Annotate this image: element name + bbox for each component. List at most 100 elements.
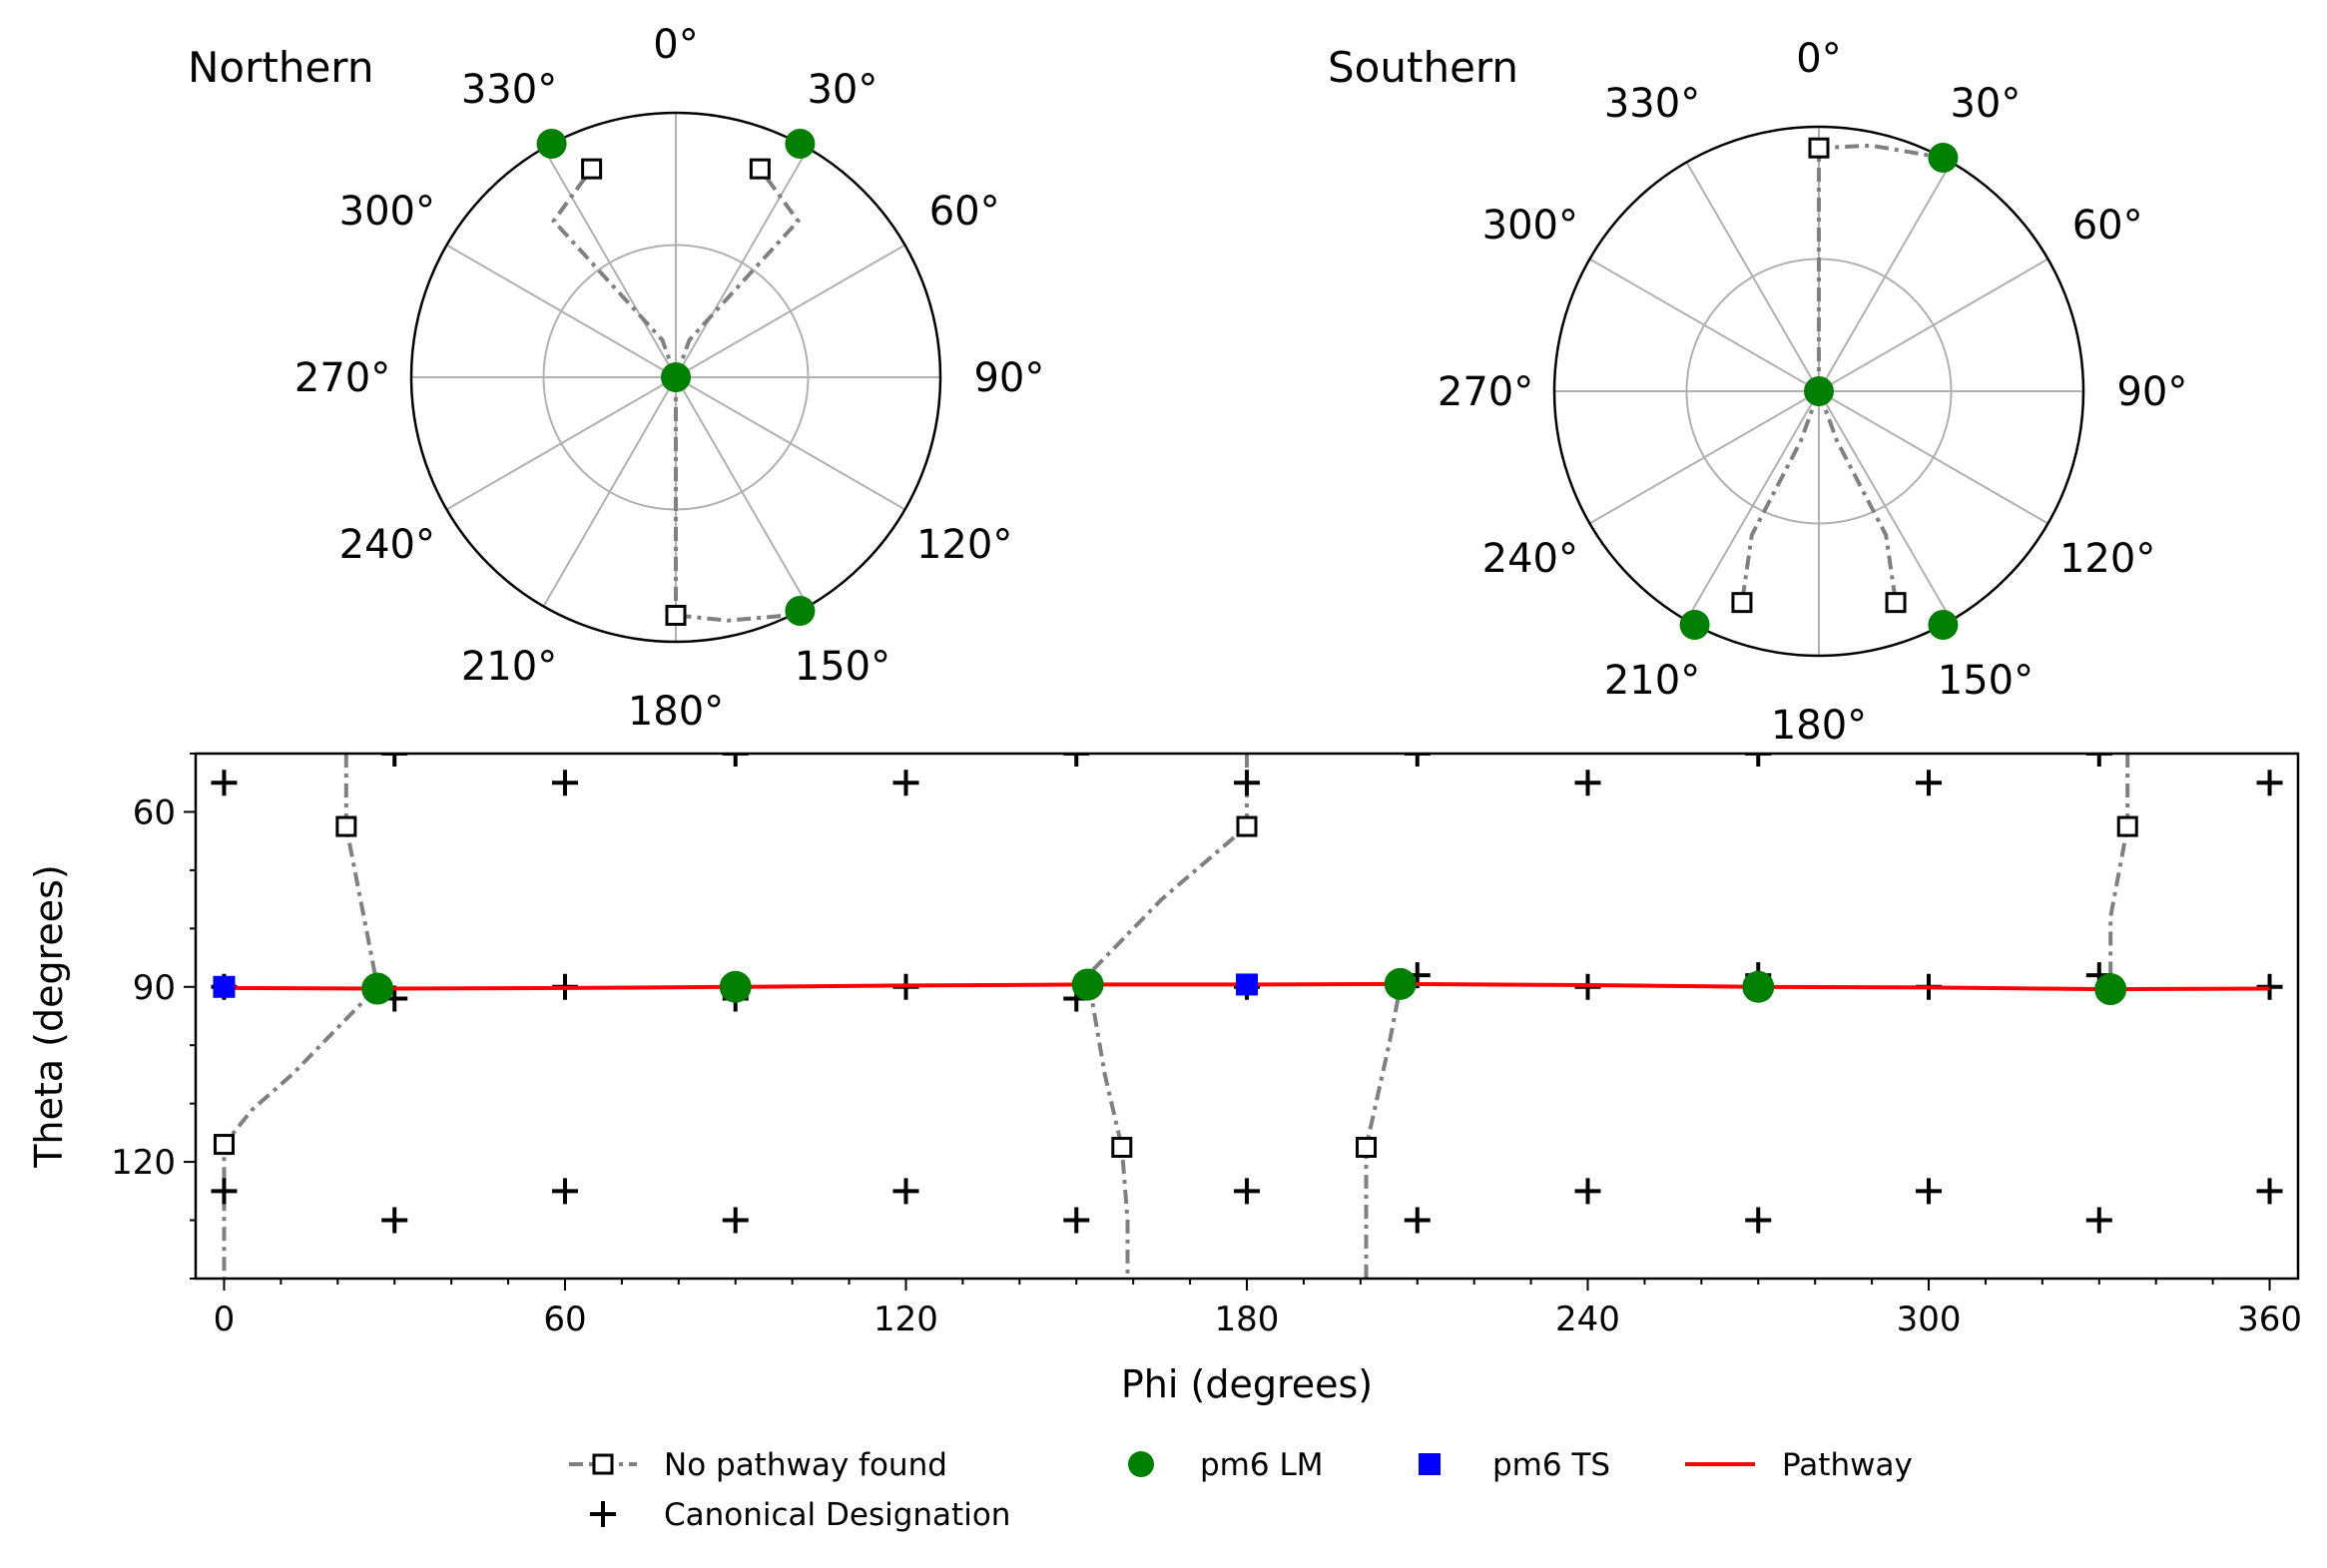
canonical-marker — [211, 770, 238, 796]
legend-label: pm6 TS — [1492, 1447, 1610, 1483]
no-pathway-line — [551, 168, 678, 378]
lm-point — [361, 972, 394, 1005]
legend-label: Pathway — [1782, 1447, 1913, 1483]
y-axis-label: Theta (degrees) — [27, 864, 71, 1169]
no-pathway-line — [222, 754, 380, 1279]
theta-phi-plot: 0 60 120 180 240 300 360 60 90 120 Phi (degrees) Th… — [27, 752, 2302, 1406]
legend: No pathway found pm6 LM pm6 TS Pathway Canon… — [569, 1447, 1913, 1533]
x-tick-label: 360 — [2237, 1300, 2302, 1339]
canonical-marker — [1063, 754, 1090, 767]
angle-tick-label: 30° — [1950, 81, 2021, 127]
no-pathway-marker — [1731, 592, 1753, 614]
angular-gridline — [675, 376, 905, 511]
angle-tick-label: 90° — [2116, 369, 2187, 415]
x-tick-label: 240 — [1555, 1300, 1620, 1339]
no-pathway-line — [1085, 754, 1249, 1279]
angular-gridline — [1818, 258, 2048, 392]
canonical-marker — [1745, 754, 1772, 767]
angle-tick-label: 0° — [1796, 36, 1841, 82]
lm-point — [1384, 967, 1417, 1000]
angle-tick-label: 300° — [1482, 203, 1578, 249]
lm-point — [1071, 968, 1104, 1001]
angle-tick-label: 0° — [653, 22, 698, 68]
angular-gridline — [542, 376, 677, 607]
angular-gridline — [1818, 162, 1953, 392]
canonical-marker — [2085, 1207, 2112, 1234]
angle-tick-label: 120° — [916, 522, 1012, 568]
angular-gridline — [542, 148, 677, 378]
angular-gridline — [675, 244, 905, 378]
canonical-marker — [1234, 1178, 1260, 1205]
canonical-marker — [1574, 1178, 1601, 1205]
angle-tick-label: 30° — [807, 67, 877, 113]
angle-tick-label: 90° — [973, 355, 1044, 401]
x-tick-label: 60 — [543, 1300, 586, 1339]
x-tick-label: 180 — [1215, 1300, 1280, 1339]
canonical-marker — [1916, 770, 1943, 796]
canonical-marker — [1404, 1207, 1431, 1234]
no-pathway-marker — [749, 158, 771, 180]
no-pathway-marker — [2116, 815, 2138, 837]
angular-gridline — [1685, 390, 1820, 621]
lm-point — [2094, 973, 2127, 1006]
no-pathway-marker — [335, 815, 357, 837]
angular-gridline — [675, 148, 810, 378]
legend-ts-marker — [1419, 1453, 1441, 1475]
angle-tick-label: 150° — [795, 644, 890, 690]
angle-tick-label: 300° — [339, 189, 435, 235]
polar-frame — [1552, 125, 2085, 658]
angle-tick-label: 270° — [1438, 369, 1533, 415]
lm-point — [785, 595, 816, 626]
legend-label: No pathway found — [664, 1447, 947, 1483]
legend-no-pathway-marker — [592, 1453, 614, 1475]
angular-gridline — [1818, 390, 1953, 621]
angular-gridline — [446, 376, 677, 511]
legend-label: Canonical Designation — [664, 1497, 1010, 1533]
lm-point — [1928, 143, 1959, 174]
no-pathway-marker — [1356, 1137, 1378, 1158]
x-axis-label: Phi (degrees) — [1121, 1362, 1373, 1406]
lm-point — [661, 362, 691, 392]
plot-area — [211, 754, 2283, 1279]
angle-tick-label: 180° — [1771, 703, 1867, 749]
canonical-marker — [1063, 1207, 1090, 1234]
canonical-marker — [2256, 770, 2283, 796]
angle-tick-label: 330° — [1604, 81, 1700, 127]
canonical-marker — [211, 1178, 238, 1205]
angular-gridline — [1685, 162, 1820, 392]
angular-gridline — [675, 376, 810, 607]
legend-lm-marker — [1128, 1451, 1154, 1477]
lm-point — [536, 129, 567, 160]
legend-canonical-marker — [590, 1501, 616, 1527]
angle-tick-label: 60° — [2072, 203, 2143, 249]
canonical-marker — [381, 1207, 408, 1234]
no-pathway-line — [1817, 390, 1898, 603]
ts-point — [1236, 973, 1258, 996]
canonical-marker — [722, 1207, 749, 1234]
angle-tick-label: 150° — [1938, 658, 2034, 704]
no-pathway-marker — [1885, 592, 1907, 614]
polar-title: Southern — [1328, 43, 1518, 92]
angle-tick-label: 210° — [461, 644, 557, 690]
lm-point — [1804, 376, 1834, 406]
angle-tick-label: 180° — [628, 689, 724, 735]
canonical-marker — [381, 754, 408, 767]
polar-plot-northern: 0° 30° 60° 90° 120° 150° 180° 210° 240° 270° 300° 3… — [188, 22, 1044, 735]
canonical-marker — [892, 770, 919, 796]
no-pathway-line — [2108, 754, 2130, 987]
angle-tick-label: 210° — [1604, 658, 1700, 704]
angular-gridline — [1818, 390, 2048, 525]
polar-title: Northern — [188, 43, 373, 92]
angular-gridline — [1589, 390, 1820, 525]
no-pathway-marker — [1111, 1137, 1133, 1158]
canonical-marker — [551, 770, 578, 796]
angle-tick-label: 330° — [461, 67, 557, 113]
polar-frame — [409, 111, 942, 644]
polar-plot-southern: 0° 30° 60° 90° 120° 150° 180° 210° 240° 270° 300° 3… — [1328, 36, 2187, 749]
canonical-marker — [1574, 770, 1601, 796]
no-pathway-marker — [581, 158, 603, 180]
legend-label: pm6 LM — [1200, 1447, 1323, 1483]
no-pathway-line — [674, 168, 801, 378]
angular-gridline — [446, 244, 677, 378]
no-pathway-line — [1364, 986, 1403, 1279]
